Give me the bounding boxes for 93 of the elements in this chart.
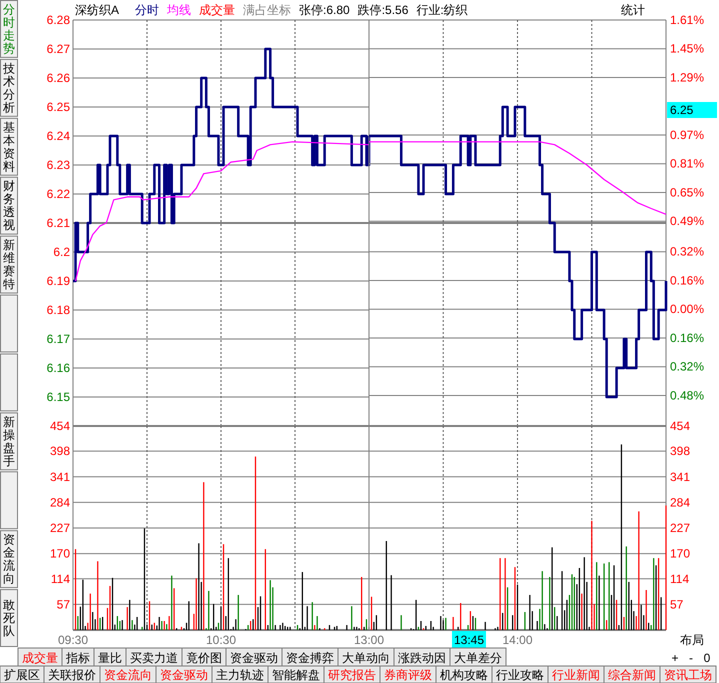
tab: 大单差分	[450, 648, 506, 666]
y-tick-label: 6.16	[46, 361, 70, 375]
y2-tick-label: 0.32%	[670, 360, 704, 374]
tab: 智能解盘	[268, 666, 324, 683]
y-tick-label: 57	[670, 597, 684, 612]
y2-tick-label: 0.16%	[670, 273, 704, 288]
tab: 涨跌动因	[394, 648, 450, 666]
text: 均线	[166, 3, 191, 17]
y-tick-label: 6.26	[46, 71, 70, 85]
text: 行业:纺织	[416, 3, 468, 17]
tab: 技术分析	[0, 58, 18, 117]
y-tick-label: 6.15	[46, 390, 70, 404]
text: 满占坐标	[243, 3, 291, 17]
text: 分时	[135, 3, 159, 17]
y2-tick-label: 0.49%	[670, 214, 704, 228]
tab: 资金驱动	[156, 666, 212, 683]
x-tick-label: 10:30	[206, 633, 236, 647]
y2-tick-label: 0.81%	[670, 156, 704, 171]
y2-tick-label: 0.97%	[670, 128, 704, 142]
y2-tick-label: 1.61%	[670, 13, 704, 27]
y-tick-label: 398	[670, 444, 690, 458]
y-tick-label: 170	[50, 546, 70, 561]
y2-tick-label: 1.29%	[670, 70, 704, 84]
tab: 机构攻略	[436, 666, 492, 683]
y-tick-label: 6.19	[46, 274, 70, 288]
tab: 券商评级	[380, 666, 436, 683]
tab: 行业攻略	[492, 666, 548, 683]
text: 张停:6.80	[299, 3, 350, 17]
y-tick-label: 284	[670, 495, 690, 510]
y-tick-label: 6.21	[46, 216, 70, 230]
tab: 主力轨迹	[212, 666, 268, 683]
tab: 成交量	[18, 648, 62, 666]
tab: 竟价图	[182, 648, 226, 666]
text: 跌停:5.56	[358, 3, 409, 17]
tab: 综合新闻	[604, 666, 660, 683]
text: 0	[704, 651, 711, 665]
tab: 行业新闻	[548, 666, 604, 683]
y-tick-label: 6.28	[46, 13, 70, 27]
tab: 资金搏弈	[282, 648, 338, 666]
tab: 扩展区	[0, 666, 44, 683]
tab: 资金流向	[0, 530, 18, 588]
y-tick-label: 6.2	[53, 245, 70, 259]
x-tick-label: 13:00	[354, 633, 384, 647]
tab: 研究报告	[324, 666, 380, 683]
tab: 买卖力道	[126, 648, 182, 666]
tab: 大单动向	[338, 648, 394, 666]
tab: 关联报价	[44, 666, 100, 683]
tab: 财务透视	[0, 176, 18, 235]
text: +	[671, 651, 679, 665]
y-tick-label: 341	[50, 470, 70, 484]
y-tick-label: 454	[670, 419, 690, 433]
tab: 指标	[62, 648, 94, 666]
y2-tick-label: 1.45%	[670, 42, 704, 56]
y-tick-label: 114	[670, 572, 690, 586]
cursor-price: 6.25	[667, 102, 717, 118]
text: -	[689, 651, 693, 665]
tab: 基本资料	[0, 118, 18, 176]
y-tick-label: 6.24	[46, 129, 70, 143]
y-tick-label: 398	[50, 444, 70, 458]
y-tick-label: 6.17	[46, 332, 70, 346]
chart-title: 深纺织A	[75, 3, 120, 17]
cursor-time: 13:45	[452, 631, 486, 648]
text: 成交量	[199, 3, 235, 17]
x-tick-label: 09:30	[58, 633, 88, 647]
text: 统计	[621, 3, 645, 17]
y-tick-label: 57	[56, 597, 70, 612]
tab: 资金流向	[100, 666, 156, 683]
y2-tick-label: 0.16%	[670, 330, 704, 345]
y-tick-label: 284	[50, 495, 70, 510]
y2-tick-label: 0.00%	[670, 302, 704, 316]
y2-tick-label: 0.32%	[670, 244, 704, 259]
y-tick-label: 454	[50, 419, 70, 433]
y-tick-label: 227	[670, 521, 690, 535]
x-tick-label: 14:00	[502, 633, 533, 647]
tab: 量比	[94, 648, 126, 666]
tab: 敢死队	[0, 589, 18, 647]
y2-tick-label: 0.48%	[670, 388, 704, 402]
y-tick-label: 6.23	[46, 158, 70, 172]
y-tick-label: 341	[670, 470, 690, 484]
y-tick-label: 227	[50, 521, 70, 535]
tab: 新维赛特	[0, 236, 18, 294]
tab: 分时走势	[0, 0, 18, 58]
y-tick-label: 6.25	[46, 100, 70, 114]
y-tick-label: 6.18	[46, 303, 70, 317]
y-tick-label: 114	[50, 572, 70, 586]
tab: 资讯工场	[660, 666, 716, 683]
y2-tick-label: 0.65%	[670, 185, 704, 200]
y-tick-label: 6.27	[46, 42, 70, 56]
tab: 资金驱动	[226, 648, 282, 666]
y-tick-label: 6.22	[46, 187, 70, 201]
tab: 新操盘手	[0, 412, 18, 470]
y-tick-label: 170	[670, 546, 690, 561]
text: 布局	[680, 633, 704, 647]
